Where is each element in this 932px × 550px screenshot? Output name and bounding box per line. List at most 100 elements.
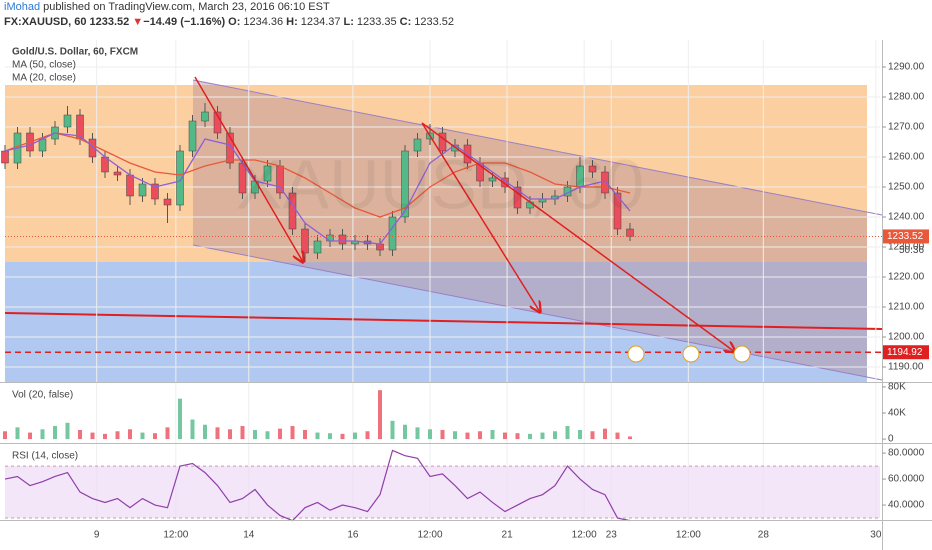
volume-bar	[303, 429, 307, 440]
volume-bar	[265, 431, 270, 440]
volume-bar	[503, 432, 507, 440]
change: −14.49 (−1.16%)	[143, 16, 226, 28]
event-icon[interactable]	[627, 345, 645, 363]
volume-bar	[453, 431, 457, 440]
arrow-2	[421, 122, 540, 312]
volume-bar	[140, 432, 145, 440]
x-tick-label: 12:00	[163, 530, 188, 541]
pane-title: RSI (14, close)	[12, 451, 78, 462]
candle-body	[163, 198, 172, 206]
pane-title: Vol (20, false)	[12, 390, 73, 401]
y-tick-label: 1280.00	[888, 92, 925, 103]
volume-bar	[115, 431, 120, 440]
volume-bar	[215, 427, 220, 440]
x-tick-label: 30	[870, 530, 882, 541]
last: 1233.52	[89, 16, 130, 28]
candle-body	[113, 171, 122, 176]
author[interactable]: iMohad	[4, 1, 41, 13]
volume-bar	[53, 426, 57, 440]
candle-body	[488, 177, 497, 182]
pane-title: Gold/U.S. Dollar, 60, FXCM	[12, 47, 138, 58]
y-tick-label: 1240.00	[888, 212, 925, 223]
published: published on TradingView.com, March 23, …	[43, 1, 330, 13]
candle-body	[613, 192, 622, 230]
volume-bar	[615, 432, 620, 440]
volume-bar	[490, 429, 495, 440]
volume-bar	[65, 422, 70, 440]
h: 1234.37	[300, 16, 341, 28]
candle-body	[126, 174, 134, 197]
y-tick-label: 40.0000	[888, 500, 925, 511]
y-tick-label: 80.0000	[888, 448, 925, 459]
quote-line: FX:XAUUSD, 60 1233.52 ▼−14.49 (−1.16%) O: 12…	[4, 15, 924, 30]
c-label: C:	[399, 16, 412, 28]
candle-body	[376, 243, 384, 251]
y-tick-label: 60.0000	[888, 474, 925, 485]
channel-fill	[193, 80, 867, 377]
x-tick-label: 16	[347, 530, 359, 541]
candle-body	[263, 165, 272, 182]
volume-bar	[428, 429, 432, 440]
candle-body	[176, 150, 184, 206]
countdown: 50:36	[899, 245, 924, 256]
volume-bar	[203, 424, 207, 440]
price-label-box	[883, 345, 929, 360]
candle-body	[63, 114, 72, 128]
price-label-box	[883, 229, 929, 244]
candle-body	[438, 132, 447, 152]
volume-bar	[340, 433, 345, 440]
volume-bar	[515, 433, 520, 440]
legend-entry: MA (50, close)	[12, 60, 76, 71]
volume-bar	[178, 398, 182, 440]
x-tick-label: 28	[758, 530, 770, 541]
volume-bar	[590, 431, 595, 440]
volume-bar	[578, 429, 582, 440]
y-tick-label: 1290.00	[888, 62, 925, 73]
rsi-band	[5, 466, 880, 519]
volume-bar	[365, 431, 370, 440]
volume-bar	[328, 433, 332, 440]
l: 1233.35	[356, 16, 397, 28]
volume-bar	[528, 433, 532, 440]
candle-body	[151, 183, 159, 200]
candle-body	[501, 177, 509, 188]
rsi-line	[4, 449, 631, 522]
candle-body	[188, 120, 197, 152]
ma-line	[4, 132, 631, 218]
volume-bar	[28, 432, 32, 440]
volume-bar	[565, 426, 570, 440]
y-tick-label: 1220.00	[888, 272, 925, 283]
x-tick-label: 12:00	[417, 530, 442, 541]
ma-line	[4, 132, 631, 245]
arrows	[194, 76, 751, 363]
candle-body	[326, 234, 334, 242]
volume-bar	[190, 419, 195, 440]
volume-bar	[315, 432, 320, 440]
arrow-3	[421, 122, 735, 352]
y-tick-label: 1270.00	[888, 122, 925, 133]
h-label: H:	[286, 16, 298, 28]
y-tick-label: 0	[888, 434, 894, 445]
watermark: XAUUSD, 60	[236, 145, 644, 223]
x-tick-label: 12:00	[676, 530, 701, 541]
volume-bar	[540, 432, 545, 440]
x-tick-label: 9	[94, 530, 100, 541]
drawings	[4, 79, 883, 382]
y-tick-label: 1230.00	[888, 242, 925, 253]
y-tick-label: 1260.00	[888, 152, 925, 163]
marks	[1, 40, 882, 522]
volume-bar	[553, 431, 557, 440]
volume-bar	[153, 433, 157, 440]
channel-upper	[192, 79, 883, 216]
y-tick-label: 1210.00	[888, 302, 925, 313]
publish-line: iMohad published on TradingView.com, Marc…	[4, 0, 924, 15]
volume-bar	[603, 428, 607, 440]
candle-body	[301, 228, 309, 254]
volume-bar	[415, 427, 420, 440]
arrow: ▼	[132, 16, 144, 28]
event-icon[interactable]	[733, 345, 751, 363]
trend-line	[4, 312, 883, 330]
event-icon[interactable]	[682, 345, 700, 363]
